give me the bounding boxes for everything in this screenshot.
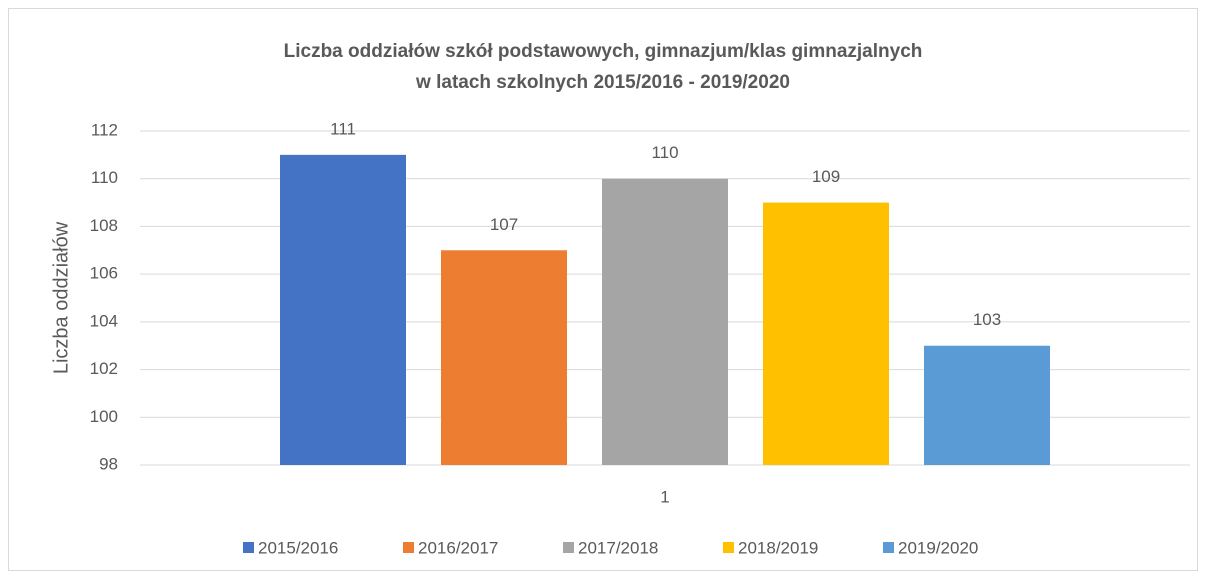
y-tick-label: 100 [90,407,118,426]
y-tick-label: 112 [91,120,118,139]
y-tick-label: 108 [90,216,118,235]
data-label: 111 [330,119,356,138]
legend-label: 2015/2016 [258,538,338,557]
chart-title: w latach szkolnych 2015/2016 - 2019/2020 [415,72,790,93]
data-label: 103 [973,310,1001,329]
y-tick-label: 110 [91,168,118,187]
legend-swatch [403,542,414,553]
bar [924,345,1050,465]
y-tick-label: 104 [90,311,118,330]
bar [763,202,889,466]
legend-swatch [243,542,254,553]
y-tick-label: 106 [90,264,118,283]
chart-title: Liczba oddziałów szkół podstawowych, gim… [284,41,923,62]
bar [441,250,567,465]
legend-label: 2019/2020 [898,538,978,557]
y-tick-label: 102 [90,359,118,378]
legend-label: 2018/2019 [738,538,818,557]
legend-label: 2017/2018 [578,538,658,557]
data-label: 110 [651,143,678,162]
bar [602,178,728,465]
y-tick-label: 98 [99,454,118,473]
legend-swatch [883,542,894,553]
data-label: 109 [812,167,840,186]
bar [280,154,406,465]
data-label: 107 [490,215,518,234]
legend-swatch [723,542,734,553]
legend-label: 2016/2017 [418,538,498,557]
y-axis-label: Liczba oddziałów [50,221,72,374]
legend-swatch [563,542,574,553]
x-tick-label: 1 [660,487,669,506]
